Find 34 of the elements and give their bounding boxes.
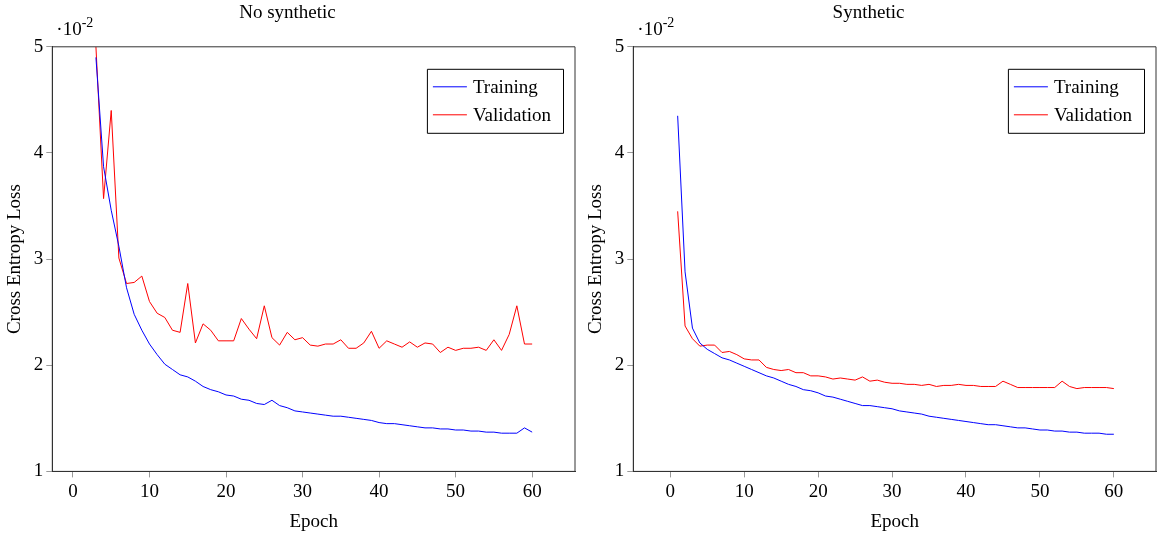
y-tick-label: 5	[614, 34, 625, 56]
x-tick-label: 20	[808, 479, 828, 501]
legend-label: Training	[1053, 75, 1120, 97]
x-tick-label: 0	[68, 479, 78, 501]
legend-label: Validation	[472, 103, 552, 125]
y-tick-label: 5	[33, 34, 44, 56]
x-tick-label: 0	[665, 479, 676, 501]
y-tick-label: 2	[33, 353, 44, 375]
x-tick-label: 50	[1030, 479, 1050, 501]
x-tick-label: 30	[293, 479, 313, 501]
x-tick-label: 40	[369, 479, 389, 501]
y-axis-title: Cross Entropy Loss	[584, 184, 606, 335]
x-tick-label: 50	[446, 479, 466, 501]
legend-label: Training	[472, 75, 539, 97]
x-axis-title: Epoch	[289, 509, 339, 531]
x-tick-label: 10	[139, 479, 159, 501]
x-tick-label: 60	[1104, 479, 1124, 501]
x-tick-label: 20	[216, 479, 236, 501]
y-axis-title: Cross Entropy Loss	[3, 184, 25, 335]
x-axis-title: Epoch	[870, 509, 920, 531]
y-tick-label: 3	[614, 247, 625, 269]
x-tick-label: 40	[956, 479, 976, 501]
y-tick-label: 1	[33, 459, 44, 481]
chart-title: Synthetic	[832, 1, 905, 23]
y-tick-label: 4	[33, 140, 44, 162]
y-tick-label: 4	[614, 140, 625, 162]
x-tick-label: 30	[882, 479, 902, 501]
legend-label: Validation	[1053, 103, 1133, 125]
y-tick-label: 3	[33, 247, 44, 269]
y-tick-label: 1	[614, 459, 625, 481]
y-tick-label: 2	[614, 353, 625, 375]
x-tick-label: 10	[734, 479, 754, 501]
x-tick-label: 60	[522, 479, 542, 501]
chart-title: No synthetic	[239, 1, 336, 23]
